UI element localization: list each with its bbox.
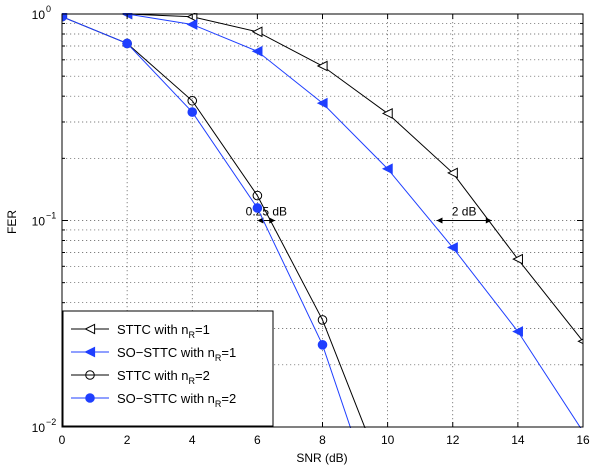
- x-tick-label: 6: [254, 433, 261, 447]
- y-tick-label: 10: [32, 421, 46, 435]
- legend-label-subscript: R: [189, 330, 196, 340]
- data-point: [186, 19, 198, 30]
- annotation-label: 2 dB: [452, 205, 477, 219]
- arrowhead: [257, 217, 264, 224]
- data-point: [317, 315, 328, 325]
- data-series: [62, 13, 583, 428]
- legend-marker: [84, 323, 96, 335]
- data-point: [251, 45, 263, 57]
- legend-label-main: STTC with n: [117, 322, 189, 337]
- annotation-label: 0.25 dB: [246, 205, 287, 219]
- annotations: 0.25 dB 2 dB: [244, 204, 492, 224]
- x-axis-label: SNR (dB): [296, 451, 347, 465]
- x-tick-label: 0: [59, 433, 66, 447]
- legend-marker: [85, 370, 95, 380]
- data-point: [187, 107, 198, 117]
- legend-marker: [84, 346, 96, 358]
- series-line: [62, 16, 352, 428]
- y-tick-label: 10: [32, 215, 46, 229]
- data-point: [381, 163, 393, 175]
- data-point: [447, 242, 458, 253]
- legend-entry-1: STTC with nR=1: [71, 322, 210, 340]
- legend-marker: [85, 393, 95, 403]
- data-point: [187, 95, 198, 106]
- annotation-label-bg: [442, 204, 487, 218]
- data-point: [317, 340, 328, 350]
- legend-label-main: SO−STTC with n: [117, 345, 215, 360]
- x-tick-label: 10: [381, 433, 395, 447]
- legend-label: SO−STTC with nR=2: [117, 391, 236, 409]
- data-point: [447, 167, 458, 179]
- data-point: [316, 97, 328, 109]
- series-4: [62, 13, 352, 428]
- data-point: [381, 108, 393, 119]
- y-tick-label: 10: [32, 8, 46, 22]
- x-tick-label: 12: [446, 433, 460, 447]
- data-point: [512, 253, 523, 265]
- y-axis-label: FER: [5, 210, 19, 234]
- grid-lines: [62, 14, 583, 427]
- legend-label-tail: =2: [195, 368, 210, 383]
- data-point: [251, 26, 263, 38]
- arrowhead: [436, 217, 443, 224]
- x-tick-label: 14: [511, 433, 525, 447]
- y-tick-exponent: 0: [46, 4, 51, 14]
- legend-label-tail: =2: [221, 391, 236, 406]
- data-point: [252, 190, 263, 201]
- legend-entry-4: SO−STTC with nR=2: [71, 391, 236, 409]
- legend-box: [62, 310, 274, 427]
- legend-label: STTC with nR=2: [117, 368, 210, 386]
- x-tick-label: 4: [189, 433, 196, 447]
- legend-entry-2: SO−STTC with nR=1: [71, 345, 236, 363]
- legend-label: SO−STTC with nR=1: [117, 345, 236, 363]
- legend-label: STTC with nR=1: [117, 322, 210, 340]
- data-point: [512, 326, 523, 337]
- data-point: [252, 203, 263, 213]
- data-point: [577, 338, 583, 345]
- legend-label-subscript: R: [215, 399, 222, 409]
- data-point: [316, 60, 328, 72]
- legend-label-main: STTC with n: [117, 368, 189, 383]
- legend-entry-3: STTC with nR=2: [71, 368, 210, 386]
- y-tick-exponent: −2: [46, 417, 56, 427]
- x-tick-label: 2: [124, 433, 131, 447]
- legend-label-tail: =1: [195, 322, 210, 337]
- legend-label-subscript: R: [215, 353, 222, 363]
- legend-label-tail: =1: [221, 345, 236, 360]
- x-tick-label: 8: [319, 433, 326, 447]
- legend-label-main: SO−STTC with n: [117, 391, 215, 406]
- legend-label-subscript: R: [189, 376, 196, 386]
- y-tick-exponent: −1: [46, 211, 56, 221]
- x-tick-label: 16: [576, 433, 590, 447]
- data-point: [122, 38, 132, 49]
